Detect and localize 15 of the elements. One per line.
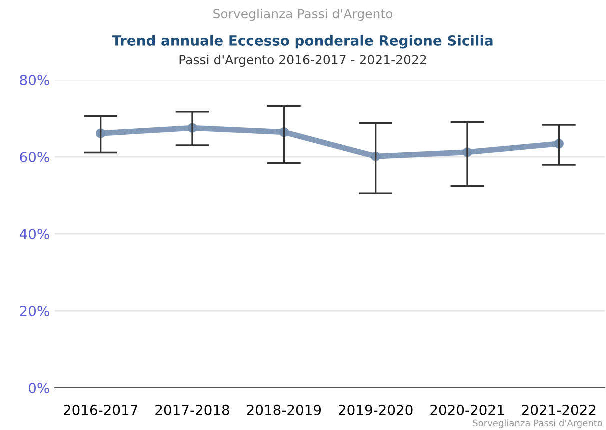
- x-tick-label: 2018-2019: [247, 404, 322, 416]
- text: Sorveglianza Passi d'Argento: [473, 420, 602, 428]
- x-tick-label: 2020-2021: [430, 404, 504, 416]
- x-tick-label: 2019-2020: [339, 404, 413, 416]
- y-tick-label: 0%: [29, 382, 50, 394]
- x-tick-label: 2016-2017: [64, 404, 138, 416]
- y-tick-label: 80%: [20, 74, 50, 86]
- y-tick-label: 40%: [20, 228, 50, 240]
- x-tick-label: 2021-2022: [522, 404, 596, 416]
- chart-title: Trend annuale Eccesso ponderale Regione Sicilia: [112, 35, 493, 49]
- y-tick-label: 20%: [20, 306, 50, 316]
- x-tick-label: 2017-2018: [156, 404, 230, 416]
- text: Sorveglianza Passi d'Argento: [214, 8, 393, 22]
- chart-subtitle: Passi d'Argento 2016-2017 - 2021-2022: [180, 54, 426, 68]
- y-tick-label: 60%: [20, 152, 50, 162]
